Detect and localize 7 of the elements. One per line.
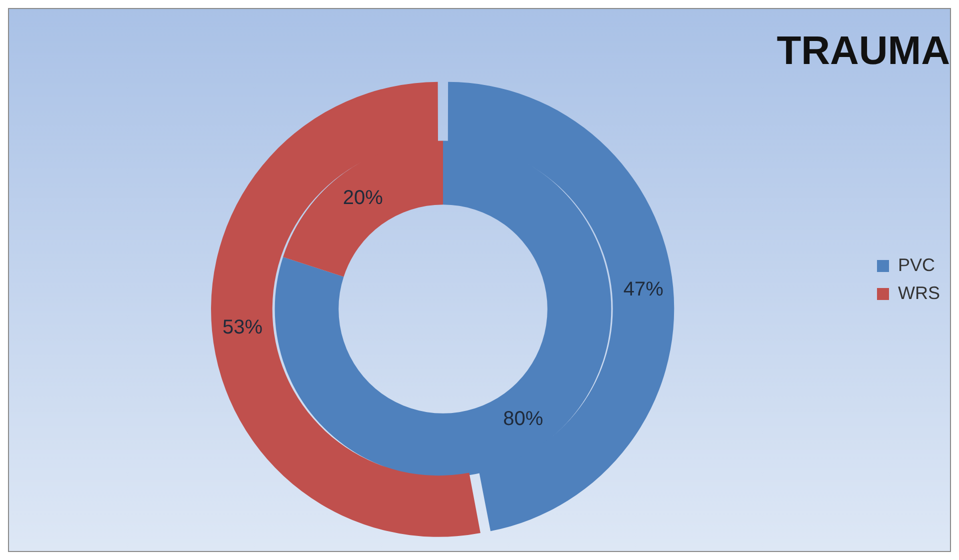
chart-title: TRAUMA bbox=[776, 29, 950, 74]
data-label: 20% bbox=[342, 187, 384, 210]
data-label: 80% bbox=[503, 408, 544, 430]
legend-label: PVC bbox=[898, 254, 936, 275]
legend-label: WRS bbox=[898, 282, 940, 303]
data-label: 47% bbox=[623, 278, 664, 301]
data-label: 53% bbox=[222, 316, 263, 338]
